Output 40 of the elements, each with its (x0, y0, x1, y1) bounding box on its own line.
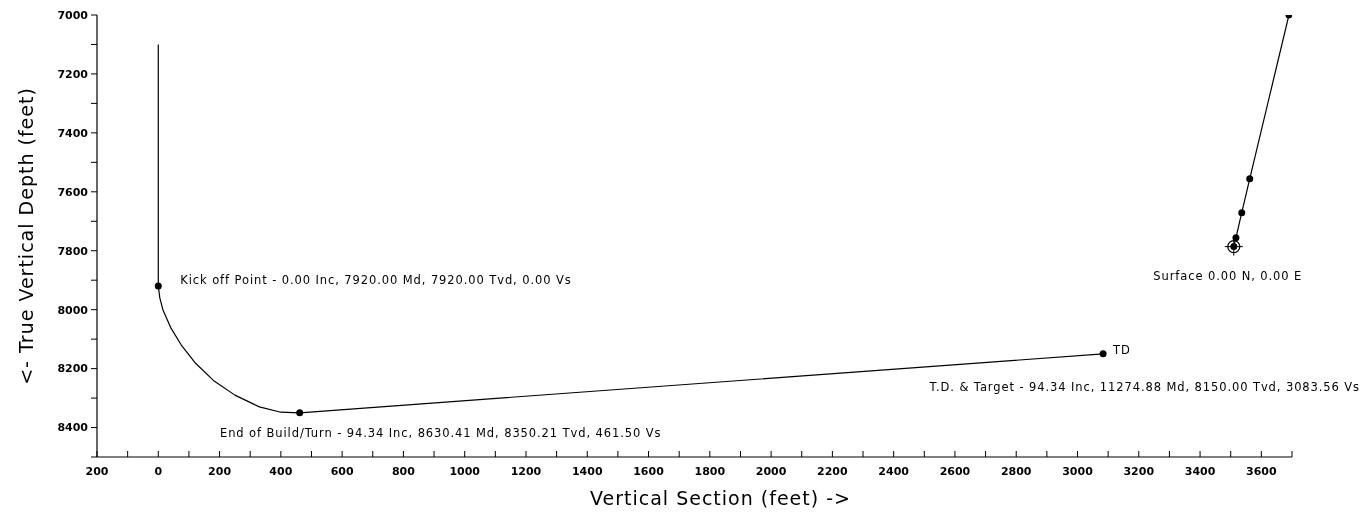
y-tick-label: 7400 (57, 126, 89, 140)
point (1238, 209, 1246, 217)
point (1099, 350, 1107, 358)
x-tick-label: 1600 (633, 465, 665, 478)
annotation: T.D. & Target - 94.34 Inc, 11274.88 Md, 8150.00 Tvd, 3083.56 Vs (928, 380, 1360, 395)
point (1246, 175, 1254, 183)
y-axis-title: <- True Vertical Depth (feet) (15, 87, 37, 385)
x-tick-label: 600 (330, 465, 354, 478)
y-tick-label: 8200 (57, 362, 89, 376)
x-tick-label: 2400 (878, 465, 910, 478)
x-tick-label: 800 (391, 465, 416, 478)
y-tick-label: 7600 (57, 185, 89, 199)
point (154, 282, 162, 290)
x-tick-label: 3200 (1123, 465, 1155, 478)
annotation: TD (1112, 342, 1131, 357)
y-tick-label: 7200 (57, 67, 89, 81)
y-tick-label: 7000 (57, 8, 89, 22)
point (296, 409, 304, 417)
x-axis-title: Vertical Section (feet) -> (590, 487, 851, 509)
y-tick-label: 8400 (57, 421, 89, 435)
x-tick-label: 1800 (694, 465, 726, 478)
x-tick-label: 1000 (449, 465, 481, 478)
x-tick-label: 0 (154, 465, 163, 478)
x-tick-label: 200 (85, 465, 109, 478)
x-tick-label: 3000 (1062, 465, 1094, 478)
annotation: End of Build/Turn - 94.34 Inc, 8630.41 Md, 8350.21 Tvd, 461.50 Vs (220, 426, 662, 441)
x-tick-label: 400 (269, 465, 293, 478)
x-tick-label: 2200 (817, 465, 849, 478)
annotation: Surface 0.00 N, 0.00 E (1153, 268, 1303, 283)
x-tick-label: 200 (208, 465, 232, 478)
y-tick-label: 8000 (57, 303, 89, 317)
x-tick-label: 2600 (939, 465, 971, 478)
y-tick-label: 7800 (57, 244, 89, 258)
x-tick-label: 1400 (571, 465, 603, 478)
x-tick-label: 2800 (1000, 465, 1032, 478)
x-tick-label: 3600 (1246, 465, 1278, 478)
annotation: Kick off Point - 0.00 Inc, 7920.00 Md, 7920.00 Tvd, 0.00 Vs (180, 273, 572, 288)
x-tick-label: 1200 (510, 465, 542, 478)
x-tick-label: 2000 (755, 465, 787, 478)
x-tick-label: 3400 (1184, 465, 1216, 478)
